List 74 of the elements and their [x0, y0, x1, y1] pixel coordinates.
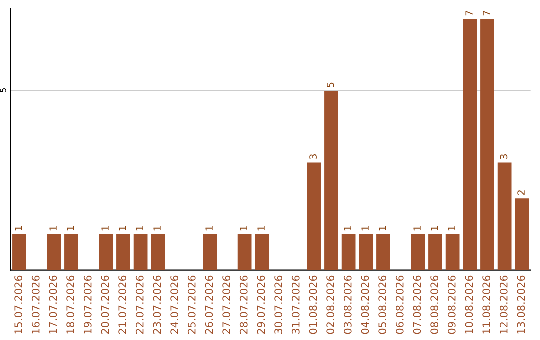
bar — [12, 234, 26, 270]
data-label: 7 — [466, 11, 473, 16]
data-label: 1 — [67, 226, 74, 231]
bar — [47, 234, 62, 270]
bar — [307, 162, 322, 270]
x-tick-label: 20.07.2026 — [101, 276, 110, 334]
bar — [498, 162, 512, 270]
data-label: 1 — [448, 226, 456, 231]
data-label: 1 — [136, 226, 144, 231]
x-tick-label: 08.08.2026 — [430, 276, 439, 334]
x-tick-label: 31.07.2026 — [292, 276, 300, 334]
bar — [428, 234, 442, 270]
x-tick-label: 15.07.2026 — [14, 276, 22, 334]
data-label: 1 — [102, 226, 109, 231]
bar — [411, 234, 426, 270]
bar — [64, 234, 78, 270]
data-label: 1 — [379, 226, 386, 231]
bar — [255, 234, 270, 270]
x-tick-label: 12.08.2026 — [500, 276, 508, 334]
bar — [342, 234, 356, 270]
x-tick-label: 23.07.2026 — [153, 276, 162, 334]
x-tick-label: 01.08.2026 — [309, 276, 318, 334]
data-label: 1 — [50, 226, 57, 231]
x-tick-label: 24.07.2026 — [170, 276, 178, 334]
bar — [203, 234, 218, 270]
bar — [134, 234, 148, 270]
x-tick-label: 22.07.2026 — [136, 276, 144, 334]
bar — [446, 234, 460, 270]
bar — [480, 19, 494, 270]
bar — [151, 234, 166, 270]
bar — [515, 198, 530, 270]
x-tick-label: 30.07.2026 — [274, 276, 282, 334]
x-tick-label: 11.08.2026 — [482, 276, 491, 334]
data-label: 3 — [310, 154, 317, 160]
data-label: 1 — [206, 226, 213, 231]
data-label: 1 — [362, 226, 369, 231]
x-tick-label: 03.08.2026 — [344, 276, 352, 334]
x-tick-label: 17.07.2026 — [49, 276, 58, 334]
x-tick-label: 09.08.2026 — [448, 276, 456, 334]
data-label: 1 — [119, 226, 126, 231]
data-label: 7 — [483, 11, 490, 16]
x-tick-label: 04.08.2026 — [361, 276, 370, 334]
x-tick-label: 28.07.2026 — [240, 276, 248, 334]
data-label: 3 — [500, 154, 508, 160]
data-label: 1 — [154, 226, 161, 231]
x-tick-label: 05.08.2026 — [378, 276, 387, 334]
bar — [359, 234, 374, 270]
data-label: 1 — [344, 226, 352, 231]
x-tick-label: 16.07.2026 — [32, 276, 40, 334]
x-tick-label: 29.07.2026 — [257, 276, 266, 334]
data-label: 1 — [414, 226, 421, 231]
x-tick-label: 27.07.2026 — [222, 276, 230, 334]
data-label: 1 — [15, 226, 22, 231]
bar — [324, 90, 338, 270]
x-tick-label: 25.07.2026 — [188, 276, 196, 334]
x-tick-label: 26.07.2026 — [205, 276, 214, 334]
x-tick-label: 19.07.2026 — [84, 276, 92, 334]
bar — [463, 19, 478, 270]
bar — [99, 234, 114, 270]
x-tick-label: 21.07.2026 — [118, 276, 126, 334]
x-tick-label: 18.07.2026 — [66, 276, 74, 334]
data-label: 2 — [518, 190, 525, 196]
x-tick-label: 13.08.2026 — [517, 276, 526, 334]
bar — [116, 234, 130, 270]
x-tick-label: 10.08.2026 — [465, 276, 474, 334]
bar — [376, 234, 390, 270]
bar — [238, 234, 252, 270]
data-label: 1 — [258, 226, 265, 231]
x-tick-label: 02.08.2026 — [326, 276, 334, 334]
data-label: 5 — [327, 82, 334, 88]
x-tick-label: 06.08.2026 — [396, 276, 404, 334]
data-label: 1 — [431, 226, 438, 231]
data-label: 1 — [240, 226, 248, 231]
x-tick-label: 07.08.2026 — [413, 276, 422, 334]
